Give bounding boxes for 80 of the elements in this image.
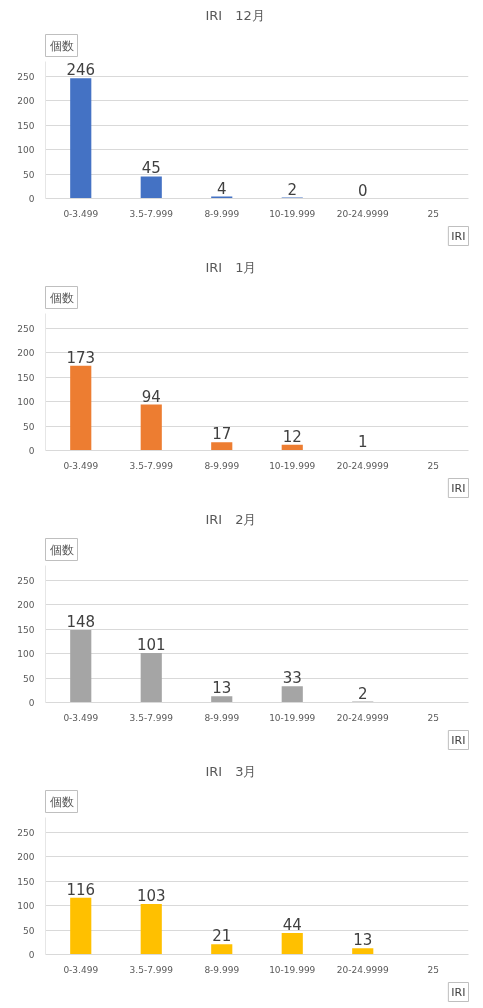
x-tick-label: 8-9.999 bbox=[204, 964, 240, 975]
data-label: 116 bbox=[66, 880, 96, 899]
chart-title: IRI 2月 bbox=[205, 511, 257, 527]
y-tick-label: 250 bbox=[17, 827, 35, 838]
data-label: 17 bbox=[212, 425, 232, 444]
x-tick-label: 0-3.499 bbox=[63, 712, 99, 723]
x-axis-title: IRI bbox=[451, 481, 466, 495]
data-label: 94 bbox=[141, 387, 161, 406]
y-axis-title: 個数 bbox=[49, 794, 74, 809]
data-label: 21 bbox=[212, 927, 232, 946]
x-tick-label: 20-24.9999 bbox=[336, 460, 389, 471]
data-label: 4 bbox=[216, 179, 227, 198]
y-tick-label: 200 bbox=[17, 348, 35, 359]
x-tick-label: 0-3.499 bbox=[63, 460, 99, 471]
data-label: 148 bbox=[66, 613, 96, 632]
x-tick-label: 20-24.9999 bbox=[336, 712, 389, 723]
data-label: 173 bbox=[66, 348, 96, 367]
x-tick-label: 8-9.999 bbox=[204, 712, 240, 723]
x-tick-label: 10-19.999 bbox=[269, 964, 316, 975]
x-tick-label: 25 bbox=[427, 208, 439, 219]
x-axis-title: IRI bbox=[451, 985, 466, 999]
data-label: 12 bbox=[282, 427, 302, 446]
x-tick-label: 20-24.9999 bbox=[336, 208, 389, 219]
x-tick-label: 8-9.999 bbox=[204, 208, 240, 219]
chart-title: IRI 12月 bbox=[205, 7, 265, 23]
y-axis-title: 個数 bbox=[49, 290, 74, 305]
y-tick-label: 100 bbox=[17, 397, 35, 408]
y-tick-label: 50 bbox=[23, 673, 35, 684]
y-tick-label: 150 bbox=[17, 372, 35, 383]
x-tick-label: 3.5-7.999 bbox=[129, 208, 174, 219]
data-label: 13 bbox=[353, 931, 373, 950]
x-tick-label: 8-9.999 bbox=[204, 460, 240, 471]
y-tick-label: 100 bbox=[17, 649, 35, 660]
x-tick-label: 0-3.499 bbox=[63, 964, 99, 975]
chart-title: IRI 3月 bbox=[205, 763, 257, 779]
data-label: 101 bbox=[136, 636, 166, 655]
y-tick-label: 0 bbox=[28, 446, 35, 456]
y-axis-title: 個数 bbox=[49, 542, 74, 557]
y-tick-label: 250 bbox=[17, 323, 35, 334]
x-tick-label: 10-19.999 bbox=[269, 208, 316, 219]
data-label: 246 bbox=[66, 61, 96, 80]
data-label: 0 bbox=[357, 181, 368, 200]
x-tick-label: 25 bbox=[427, 964, 439, 975]
y-tick-label: 50 bbox=[23, 925, 35, 936]
y-tick-label: 150 bbox=[17, 120, 35, 131]
y-tick-label: 100 bbox=[17, 145, 35, 156]
data-label: 45 bbox=[141, 159, 161, 178]
y-tick-label: 50 bbox=[23, 169, 35, 180]
y-tick-label: 0 bbox=[28, 194, 35, 204]
y-tick-label: 50 bbox=[23, 421, 35, 432]
x-tick-label: 25 bbox=[427, 712, 439, 723]
data-label: 33 bbox=[282, 669, 302, 688]
y-tick-label: 200 bbox=[17, 600, 35, 611]
x-tick-label: 3.5-7.999 bbox=[129, 712, 174, 723]
x-tick-label: 0-3.499 bbox=[63, 208, 99, 219]
x-axis-title: IRI bbox=[451, 733, 466, 747]
x-tick-label: 3.5-7.999 bbox=[129, 460, 174, 471]
data-label: 2 bbox=[357, 684, 368, 703]
y-tick-label: 200 bbox=[17, 96, 35, 107]
x-tick-label: 20-24.9999 bbox=[336, 964, 389, 975]
x-tick-label: 10-19.999 bbox=[269, 712, 316, 723]
data-label: 1 bbox=[357, 433, 368, 452]
y-tick-label: 150 bbox=[17, 624, 35, 635]
y-axis-title: 個数 bbox=[49, 38, 74, 53]
data-label: 13 bbox=[212, 679, 232, 698]
y-tick-label: 200 bbox=[17, 852, 35, 863]
data-label: 103 bbox=[136, 887, 166, 906]
y-tick-label: 0 bbox=[28, 950, 35, 960]
y-tick-label: 150 bbox=[17, 876, 35, 887]
x-tick-label: 10-19.999 bbox=[269, 460, 316, 471]
chart-title: IRI 1月 bbox=[205, 259, 257, 275]
y-tick-label: 250 bbox=[17, 71, 35, 82]
x-tick-label: 3.5-7.999 bbox=[129, 964, 174, 975]
data-label: 44 bbox=[282, 915, 302, 934]
y-tick-label: 0 bbox=[28, 698, 35, 708]
data-label: 2 bbox=[287, 180, 298, 199]
x-tick-label: 25 bbox=[427, 460, 439, 471]
y-tick-label: 250 bbox=[17, 575, 35, 586]
y-tick-label: 100 bbox=[17, 901, 35, 912]
x-axis-title: IRI bbox=[451, 229, 466, 243]
